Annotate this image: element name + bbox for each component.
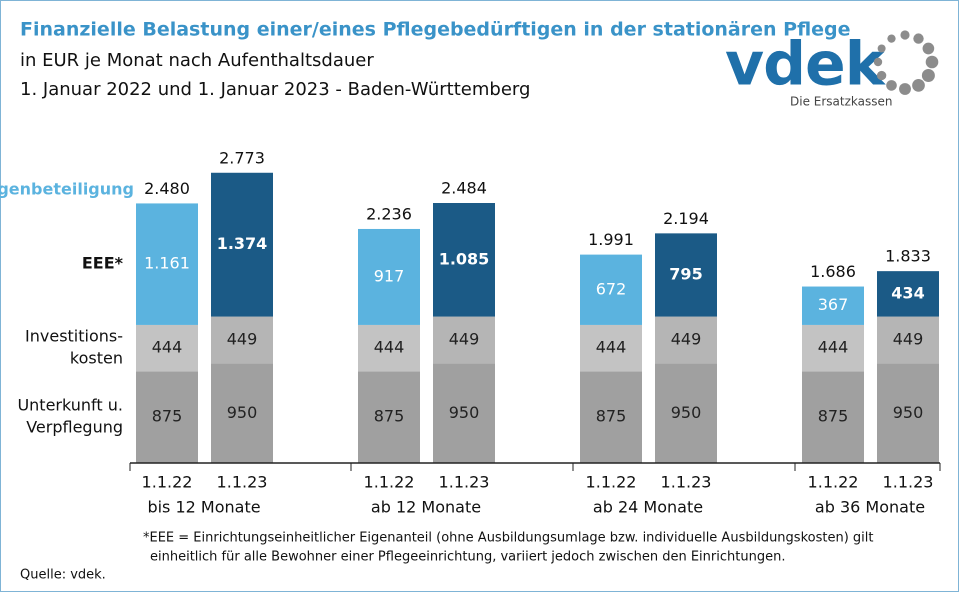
- bar-segment: [211, 316, 273, 364]
- value-label: 449: [671, 330, 702, 349]
- logo-tagline: Die Ersatzkassen: [790, 95, 892, 109]
- value-label: 950: [227, 403, 258, 422]
- logo-dot: [876, 70, 887, 81]
- series-label: Verpflegung: [26, 418, 123, 437]
- value-label: 444: [596, 338, 627, 357]
- value-label: 434: [891, 283, 924, 302]
- total-label: 2.484: [441, 179, 487, 198]
- value-label: 672: [596, 279, 627, 298]
- group-label: ab 12 Monate: [371, 498, 481, 517]
- logo-dot: [913, 33, 924, 44]
- x-tick-label: 1.1.23: [883, 473, 934, 492]
- bar-segment: [433, 316, 495, 364]
- logo-mark: [873, 30, 939, 95]
- group-label: ab 36 Monate: [815, 498, 925, 517]
- value-label: 917: [374, 266, 405, 285]
- x-tick-label: 1.1.22: [808, 473, 859, 492]
- footnote: *EEE = Einrichtungseinheitlicher Eigenan…: [143, 531, 873, 546]
- source: Quelle: vdek.: [20, 568, 106, 583]
- chart-title: Finanzielle Belastung einer/eines Pflege…: [20, 19, 851, 41]
- x-tick-label: 1.1.23: [661, 473, 712, 492]
- bar-segment: [211, 363, 273, 463]
- value-label: 367: [818, 295, 849, 314]
- logo-dot: [887, 34, 896, 43]
- series-label: kosten: [70, 349, 123, 368]
- bar-segment: [655, 316, 717, 364]
- value-label: 875: [374, 407, 405, 426]
- total-label: 1.991: [588, 230, 634, 249]
- value-label: 444: [152, 338, 183, 357]
- series-label: Unterkunft u.: [17, 396, 123, 415]
- x-tick-label: 1.1.22: [142, 473, 193, 492]
- bar-segment: [136, 203, 198, 325]
- bar-segment: [802, 371, 864, 463]
- bar-segment: [802, 324, 864, 372]
- value-label: 444: [818, 338, 849, 357]
- value-label: 950: [893, 403, 924, 422]
- bar-segment: [358, 371, 420, 463]
- bar-segment: [877, 271, 939, 317]
- bar-segment: [136, 324, 198, 372]
- value-label: 449: [227, 330, 258, 349]
- bar-segment: [802, 286, 864, 325]
- total-label: 1.833: [885, 247, 931, 266]
- bar-segment: [877, 316, 939, 364]
- logo-dot: [912, 79, 925, 92]
- logo-dot: [873, 57, 883, 67]
- bar-segment: [433, 363, 495, 463]
- logo-dot: [886, 80, 897, 91]
- bar-segment: [358, 228, 420, 325]
- bar-segment: [211, 172, 273, 317]
- logo-dot: [877, 44, 886, 53]
- group-label: ab 24 Monate: [593, 498, 703, 517]
- series-label: Investitions-: [25, 327, 123, 346]
- logo-dot: [922, 42, 935, 55]
- logo-dot: [925, 55, 939, 69]
- bar-segment: [358, 324, 420, 372]
- value-label: 875: [152, 407, 183, 426]
- value-label: 1.085: [439, 249, 490, 268]
- value-label: 444: [374, 338, 405, 357]
- x-tick-label: 1.1.23: [217, 473, 268, 492]
- total-label: 1.686: [810, 262, 856, 281]
- bar-segment: [580, 371, 642, 463]
- value-label: 1.161: [144, 254, 190, 273]
- value-label: 449: [449, 330, 480, 349]
- footnote: einheitlich für alle Bewohner einer Pfle…: [150, 550, 785, 565]
- x-tick-label: 1.1.23: [439, 473, 490, 492]
- bar-segment: [877, 363, 939, 463]
- x-tick-label: 1.1.22: [364, 473, 415, 492]
- bar-segment: [580, 254, 642, 325]
- logo-dot: [899, 83, 911, 95]
- logo-text: vdek: [725, 30, 887, 100]
- value-label: 1.374: [217, 234, 268, 253]
- bar-segment: [655, 363, 717, 463]
- annotation: Eigenbeteiligung: [0, 180, 134, 199]
- total-label: 2.480: [144, 179, 190, 198]
- series-label: EEE*: [82, 254, 124, 273]
- subtitle: in EUR je Monat nach Aufenthaltsdauer: [20, 50, 374, 71]
- subtitle: 1. Januar 2022 und 1. Januar 2023 - Bade…: [20, 79, 530, 100]
- bar-segment: [433, 203, 495, 317]
- value-label: 950: [449, 403, 480, 422]
- total-label: 2.194: [663, 209, 709, 228]
- value-label: 875: [818, 407, 849, 426]
- bar-segment: [136, 371, 198, 463]
- value-label: 449: [893, 330, 924, 349]
- total-label: 2.773: [219, 148, 265, 167]
- value-label: 950: [671, 403, 702, 422]
- logo-dot: [921, 69, 935, 82]
- value-label: 795: [669, 264, 702, 283]
- value-label: 875: [596, 407, 627, 426]
- total-label: 2.236: [366, 204, 412, 223]
- x-tick-label: 1.1.22: [586, 473, 637, 492]
- bar-segment: [580, 324, 642, 372]
- bar-segment: [655, 233, 717, 317]
- group-label: bis 12 Monate: [147, 498, 260, 517]
- logo-dot: [900, 30, 910, 40]
